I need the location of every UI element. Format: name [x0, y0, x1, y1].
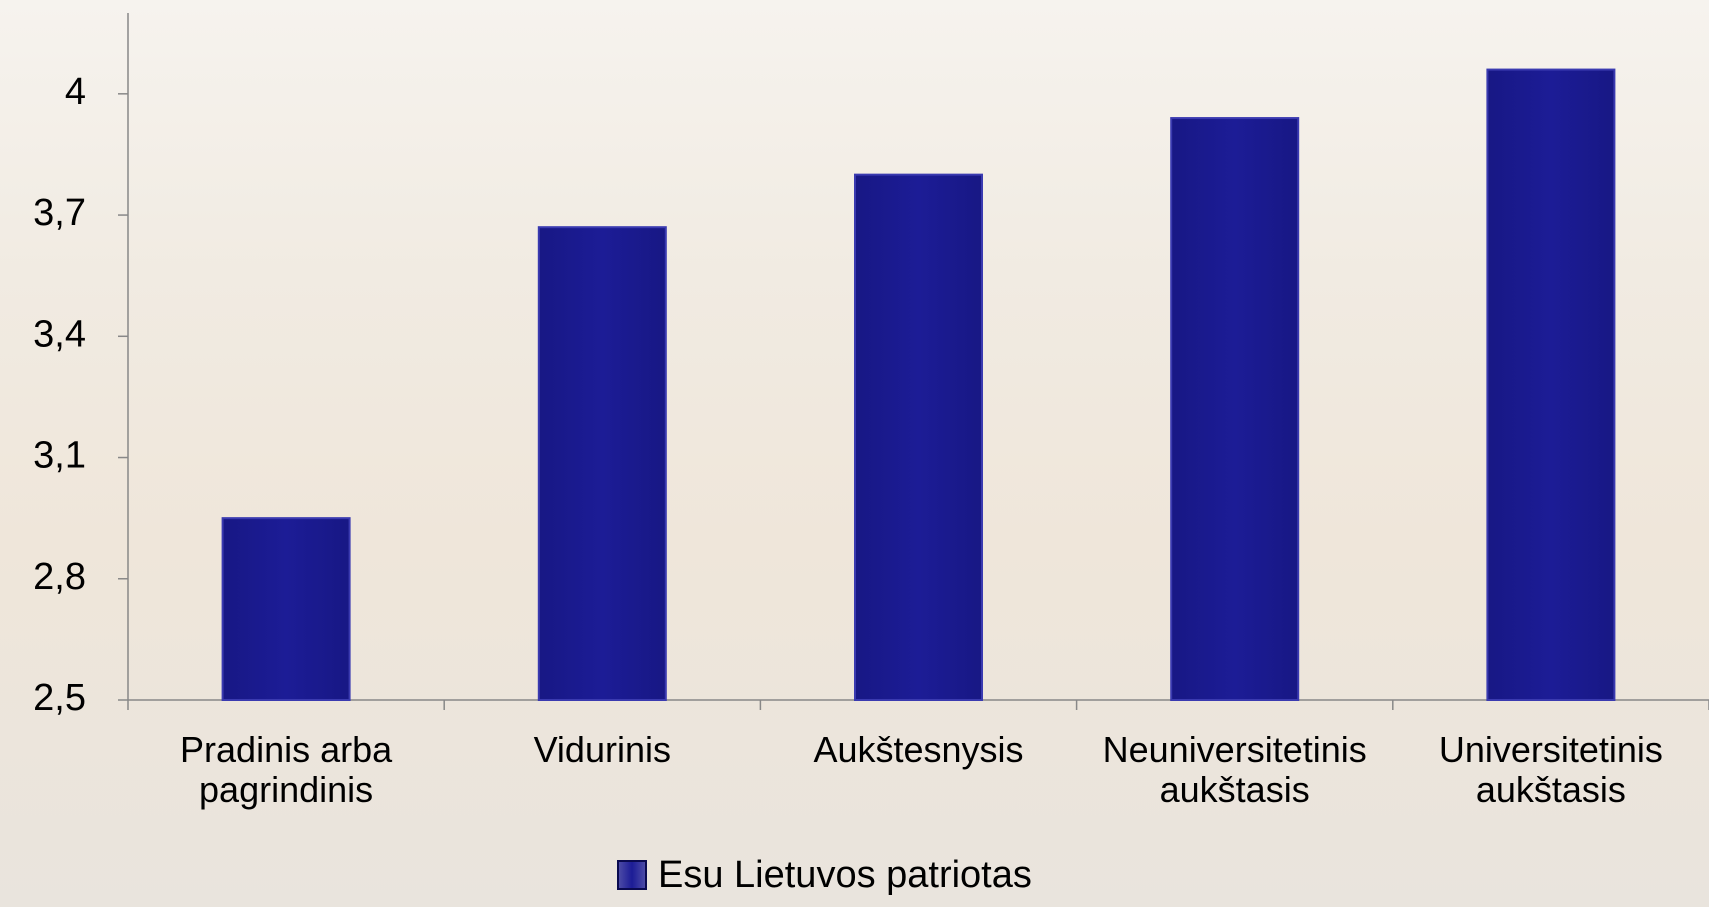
bar — [1487, 70, 1614, 700]
y-tick-label: 3,1 — [33, 435, 86, 477]
bar — [539, 227, 666, 700]
y-tick-label: 2,5 — [33, 677, 86, 719]
x-tick-label: Neuniversitetinis aukštasis — [1081, 730, 1389, 810]
legend-marker — [618, 861, 646, 889]
y-tick-label: 4 — [65, 71, 86, 113]
x-tick-label: Aukštesnysis — [764, 730, 1072, 770]
bar — [1171, 118, 1298, 700]
legend-label: Esu Lietuvos patriotas — [658, 854, 1032, 896]
x-tick-label: Pradinis arba pagrindinis — [132, 730, 440, 810]
y-tick-label: 3,4 — [33, 313, 86, 355]
chart: 2,5 2,8 3,1 3,4 3,7 4 Esu Lietuvos patriotas P… — [0, 0, 1709, 907]
bar — [855, 175, 982, 700]
y-tick-label: 2,8 — [33, 556, 86, 598]
x-tick-label: Vidurinis — [448, 730, 756, 770]
x-tick-label: Universitetinis aukštasis — [1397, 730, 1705, 810]
y-tick-label: 3,7 — [33, 192, 86, 234]
bar — [223, 518, 350, 700]
